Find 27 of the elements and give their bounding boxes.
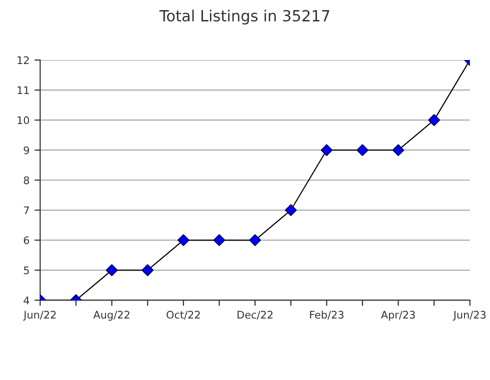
- point: [177, 234, 190, 246]
- point: [142, 264, 154, 276]
- y-tick-label: 6: [24, 236, 30, 244]
- y-tick-label: 5: [24, 266, 29, 274]
- point: [356, 144, 368, 156]
- x-tick-label: Apr/23: [380, 310, 415, 321]
- y-tick-label: 11: [18, 86, 29, 94]
- x-tick-label: Feb/23: [310, 310, 344, 320]
- y-tick-label: 10: [18, 116, 30, 124]
- point: [284, 204, 297, 216]
- x-tick-label: Aug/22: [93, 310, 130, 321]
- point: [249, 234, 261, 246]
- y-tick-label: 9: [24, 146, 30, 154]
- point: [320, 144, 333, 156]
- y-tick-label: 4: [24, 296, 30, 304]
- y-tick-label: 8: [24, 176, 30, 184]
- x-tick-label: Jun/22: [23, 310, 56, 321]
- x-tick-label: Jun/23: [452, 310, 486, 321]
- point: [428, 114, 440, 126]
- y-tick-label: 12: [18, 56, 29, 64]
- y-tick-label: 7: [24, 206, 29, 214]
- chart-title: Total Listings in 35217: [159, 10, 330, 24]
- x-tick-label: Oct/22: [166, 310, 200, 320]
- point: [106, 264, 118, 276]
- x-tick-label: Dec/22: [238, 310, 272, 320]
- point: [392, 144, 404, 156]
- point: [213, 234, 226, 246]
